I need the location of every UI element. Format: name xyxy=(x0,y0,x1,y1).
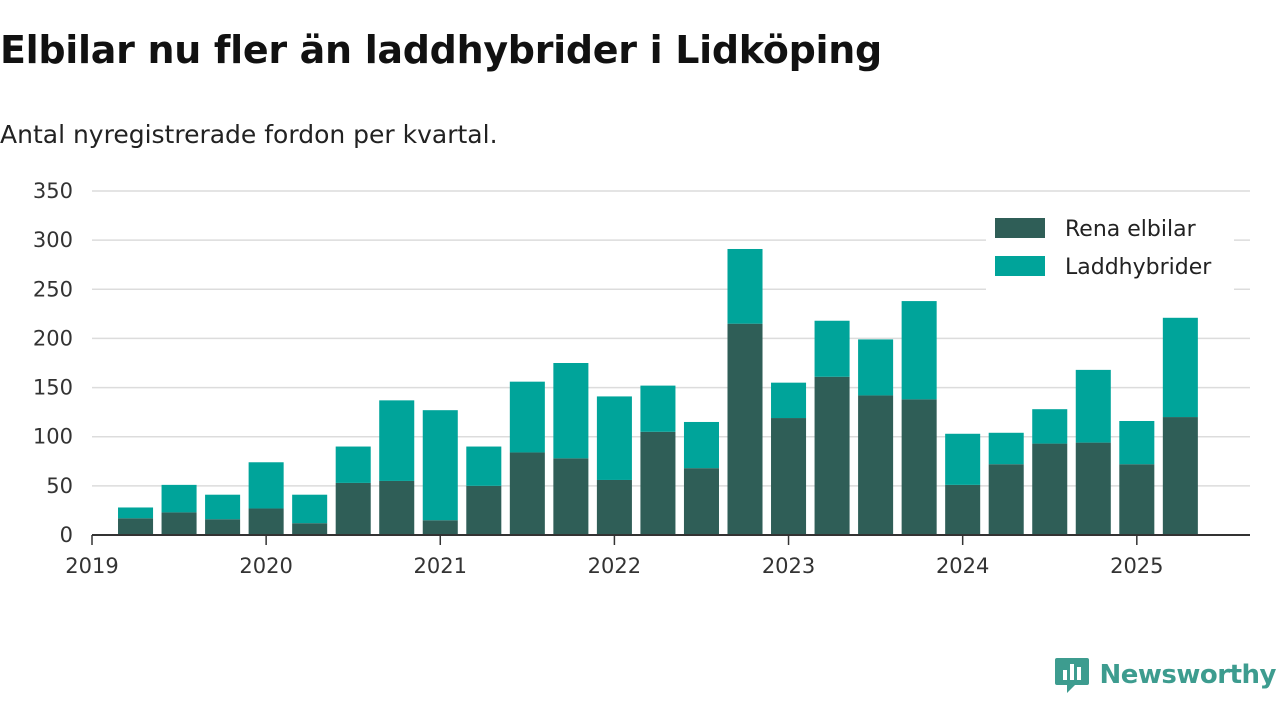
bar-laddhybrider-2023-q4 xyxy=(901,301,937,400)
bar-rena-elbilar-2024-q4 xyxy=(1075,442,1111,535)
brand: Newsworthy xyxy=(1054,656,1277,694)
bar-laddhybrider-2019-q4 xyxy=(205,494,241,520)
chart-title: Elbilar nu fler än laddhybrider i Lidköp… xyxy=(0,28,882,72)
legend-label: Rena elbilar xyxy=(1065,217,1197,242)
x-tick-label: 2020 xyxy=(239,554,292,578)
y-tick-label: 350 xyxy=(33,179,73,203)
bar-rena-elbilar-2023-q4 xyxy=(901,399,937,535)
bar-rena-elbilar-2024-q2 xyxy=(988,464,1024,535)
bar-rena-elbilar-2020-q3 xyxy=(335,482,371,535)
bar-rena-elbilar-2022-q3 xyxy=(683,468,719,535)
bar-rena-elbilar-2021-q4 xyxy=(553,458,589,535)
bar-laddhybrider-2024-q2 xyxy=(988,432,1024,465)
legend: Rena elbilar Laddhybrider xyxy=(986,210,1234,290)
bar-laddhybrider-2024-q1 xyxy=(945,433,981,485)
bar-rena-elbilar-2024-q3 xyxy=(1032,443,1068,535)
y-tick-label: 250 xyxy=(33,277,73,301)
bar-laddhybrider-2020-q1 xyxy=(248,462,284,509)
legend-swatch xyxy=(995,218,1045,238)
bar-rena-elbilar-2022-q1 xyxy=(596,479,632,535)
bar-laddhybrider-2024-q4 xyxy=(1075,369,1111,443)
y-tick-label: 150 xyxy=(33,376,73,400)
bar-laddhybrider-2024-q3 xyxy=(1032,409,1068,444)
bars xyxy=(118,248,1198,535)
bar-laddhybrider-2023-q2 xyxy=(814,320,850,377)
chart-subtitle: Antal nyregistrerade fordon per kvartal. xyxy=(0,120,498,149)
brand-name: Newsworthy xyxy=(1099,660,1277,690)
x-tick-label: 2019 xyxy=(65,554,118,578)
bar-laddhybrider-2019-q3 xyxy=(161,484,197,513)
bar-rena-elbilar-2023-q2 xyxy=(814,376,850,535)
x-tick-label: 2024 xyxy=(936,554,989,578)
bar-laddhybrider-2020-q3 xyxy=(335,446,371,483)
bar-rena-elbilar-2025-q1 xyxy=(1119,464,1155,535)
bar-laddhybrider-2023-q3 xyxy=(858,339,894,396)
bar-rena-elbilar-2023-q1 xyxy=(771,418,807,535)
bar-laddhybrider-2019-q2 xyxy=(118,507,154,519)
bar-laddhybrider-2025-q2 xyxy=(1162,317,1198,418)
x-tick-label: 2021 xyxy=(414,554,467,578)
bar-laddhybrider-2022-q3 xyxy=(683,421,719,469)
x-tick-label: 2022 xyxy=(588,554,641,578)
y-tick-label: 300 xyxy=(33,228,73,252)
bar-rena-elbilar-2019-q3 xyxy=(161,512,197,535)
bar-rena-elbilar-2019-q2 xyxy=(118,518,154,535)
y-tick-label: 100 xyxy=(33,425,73,449)
bar-laddhybrider-2020-q4 xyxy=(379,400,415,481)
bar-rena-elbilar-2022-q4 xyxy=(727,323,763,535)
bar-rena-elbilar-2021-q2 xyxy=(466,485,502,535)
x-tick-label: 2023 xyxy=(762,554,815,578)
newsworthy-logo-icon xyxy=(1054,658,1089,693)
bar-laddhybrider-2021-q4 xyxy=(553,363,589,459)
bar-laddhybrider-2021-q1 xyxy=(422,410,458,521)
axes: 0 50 100 150 200 250 300 350 2019 2020 2021 2022 202… xyxy=(33,179,1250,578)
legend-label: Laddhybrider xyxy=(1065,255,1212,280)
bar-rena-elbilar-2020-q4 xyxy=(379,480,415,535)
y-tick-label: 0 xyxy=(60,523,73,547)
bar-laddhybrider-2023-q1 xyxy=(771,382,807,419)
y-tick-label: 50 xyxy=(46,474,73,498)
bar-laddhybrider-2022-q4 xyxy=(727,248,763,324)
bar-rena-elbilar-2021-q3 xyxy=(509,452,545,535)
y-tick-label: 200 xyxy=(33,326,73,350)
bar-rena-elbilar-2020-q2 xyxy=(292,523,328,535)
bar-laddhybrider-2020-q2 xyxy=(292,494,328,524)
bar-rena-elbilar-2024-q1 xyxy=(945,484,981,535)
bar-laddhybrider-2021-q3 xyxy=(509,381,545,453)
legend-swatch xyxy=(995,256,1045,276)
bar-rena-elbilar-2021-q1 xyxy=(422,520,458,535)
bar-rena-elbilar-2023-q3 xyxy=(858,395,894,535)
bar-laddhybrider-2021-q2 xyxy=(466,446,502,486)
bar-laddhybrider-2022-q1 xyxy=(596,396,632,480)
bar-rena-elbilar-2022-q2 xyxy=(640,431,676,535)
bar-rena-elbilar-2020-q1 xyxy=(248,508,284,535)
x-tick-label: 2025 xyxy=(1110,554,1163,578)
bar-laddhybrider-2025-q1 xyxy=(1119,420,1155,465)
bar-rena-elbilar-2025-q2 xyxy=(1162,417,1198,535)
bar-rena-elbilar-2019-q4 xyxy=(205,519,241,535)
bar-laddhybrider-2022-q2 xyxy=(640,385,676,432)
